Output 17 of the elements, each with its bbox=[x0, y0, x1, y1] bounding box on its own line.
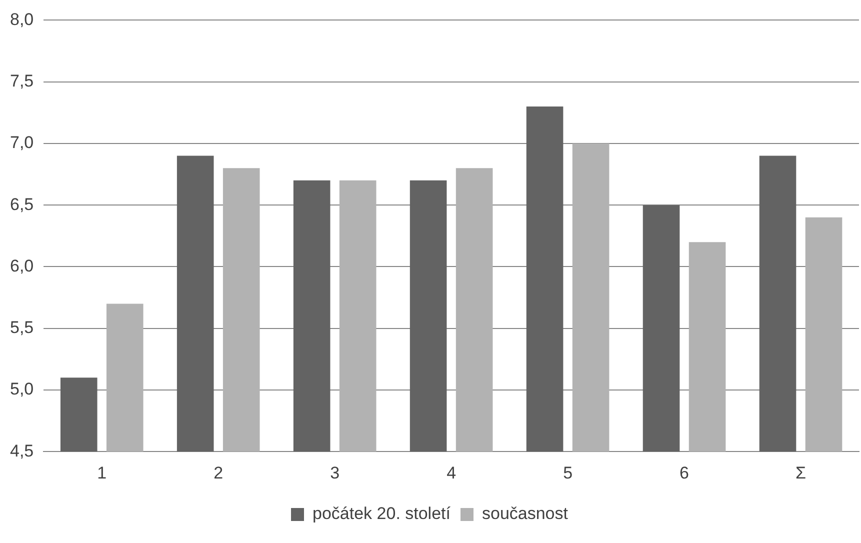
y-tick-label: 5,5 bbox=[10, 318, 34, 338]
x-tick-label: 6 bbox=[680, 463, 690, 482]
y-tick-label: 7,5 bbox=[10, 72, 34, 91]
y-tick-label: 7,0 bbox=[10, 133, 34, 152]
x-tick-label: 1 bbox=[97, 463, 107, 482]
x-tick-label: 3 bbox=[330, 463, 340, 482]
y-tick-label: 5,0 bbox=[10, 380, 34, 399]
x-tick-label: 2 bbox=[214, 463, 224, 482]
x-tick-label: 4 bbox=[446, 463, 456, 482]
x-tick-label: Σ bbox=[796, 463, 806, 482]
legend-label: počátek 20. století bbox=[312, 504, 451, 524]
x-tick-label: 5 bbox=[563, 463, 573, 482]
y-tick-label: 6,0 bbox=[10, 256, 34, 276]
legend-label: současnost bbox=[482, 504, 568, 524]
y-tick-label: 6,5 bbox=[10, 194, 34, 214]
y-tick-label: 4,5 bbox=[10, 441, 34, 460]
y-tick-label: 8,0 bbox=[10, 10, 34, 29]
